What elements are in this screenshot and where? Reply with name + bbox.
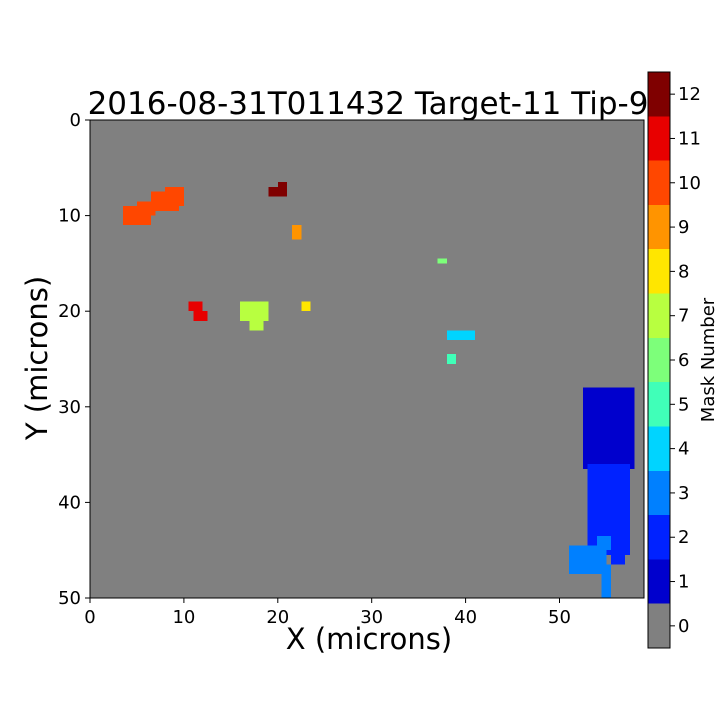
colorbar-tick-label: 3 [678, 483, 689, 504]
mask-8-region-1 [301, 301, 311, 312]
colorbar-tick-label: 5 [678, 394, 689, 415]
mask-2-region-2 [611, 545, 626, 565]
colorbar-segment-6 [648, 337, 670, 383]
mask-10-region-4 [165, 186, 184, 207]
colorbar-segment-1 [648, 559, 670, 605]
colorbar-tick-label: 10 [678, 173, 701, 194]
colorbar-tick-label: 12 [678, 84, 701, 105]
x-tick-label: 20 [266, 607, 289, 628]
mask-6-region-1 [437, 258, 447, 264]
x-axis-label: X (microns) [286, 622, 452, 656]
y-tick-label: 30 [58, 397, 81, 418]
colorbar-segment-8 [648, 249, 670, 295]
mask-12-region-1 [268, 186, 288, 197]
y-axis-label: Y (microns) [20, 276, 54, 441]
x-tick-label: 50 [548, 607, 571, 628]
chart-title: 2016-08-31T011432 Target-11 Tip-9 [88, 86, 649, 122]
x-axis: 0 10 20 30 40 50 [84, 598, 571, 628]
colorbar-segment-9 [648, 204, 670, 250]
colorbar-tick-label: 2 [678, 527, 689, 548]
colorbar-tick-label: 6 [678, 350, 689, 371]
x-tick-label: 0 [84, 607, 95, 628]
y-tick-label: 0 [70, 110, 81, 131]
mask-3-region-3 [601, 564, 612, 598]
y-tick-label: 40 [58, 492, 81, 513]
mask-9-region-1 [291, 225, 302, 240]
mask-12-region-2 [277, 182, 288, 187]
colorbar-segment-11 [648, 116, 670, 162]
mask-7-region-2 [249, 320, 264, 331]
y-axis: 0 10 20 30 40 50 [58, 110, 90, 609]
plot-area [89, 119, 645, 599]
colorbar-segment-12 [648, 72, 670, 117]
mask-1-region-1 [582, 387, 635, 469]
mask-7-region-1 [240, 301, 269, 321]
colorbar-segment-3 [648, 470, 670, 516]
colorbar-segment-0 [648, 603, 670, 649]
mask-11-region-2 [193, 311, 208, 321]
plot-frame [89, 119, 645, 599]
mask-5-region-1 [446, 354, 457, 364]
colorbar-tick-label: 9 [678, 217, 689, 238]
colorbar-segment-2 [648, 515, 670, 560]
y-tick-label: 10 [58, 206, 81, 227]
colorbar-tick-label: 0 [678, 616, 689, 637]
mask-11-region-1 [188, 301, 203, 312]
colorbar-segment-5 [648, 382, 670, 427]
x-tick-label: 40 [454, 607, 477, 628]
mask-4-region-1 [446, 330, 475, 340]
colorbar-tick-label: 11 [678, 128, 701, 149]
y-tick-label: 20 [58, 301, 81, 322]
colorbar-segment-7 [648, 293, 670, 339]
colorbar-tick-label: 4 [678, 439, 689, 460]
colorbar-segment-10 [648, 160, 670, 206]
x-tick-label: 30 [360, 607, 383, 628]
colorbar-tick-label: 7 [678, 306, 689, 327]
colorbar-label: Mask Number [698, 297, 719, 422]
colorbar-tick-label: 8 [678, 261, 689, 282]
colorbar-tick-label: 1 [678, 572, 689, 593]
y-tick-label: 50 [58, 588, 81, 609]
colorbar-segment-4 [648, 426, 670, 472]
x-tick-label: 10 [172, 607, 195, 628]
mask-3-region-2 [597, 535, 612, 551]
